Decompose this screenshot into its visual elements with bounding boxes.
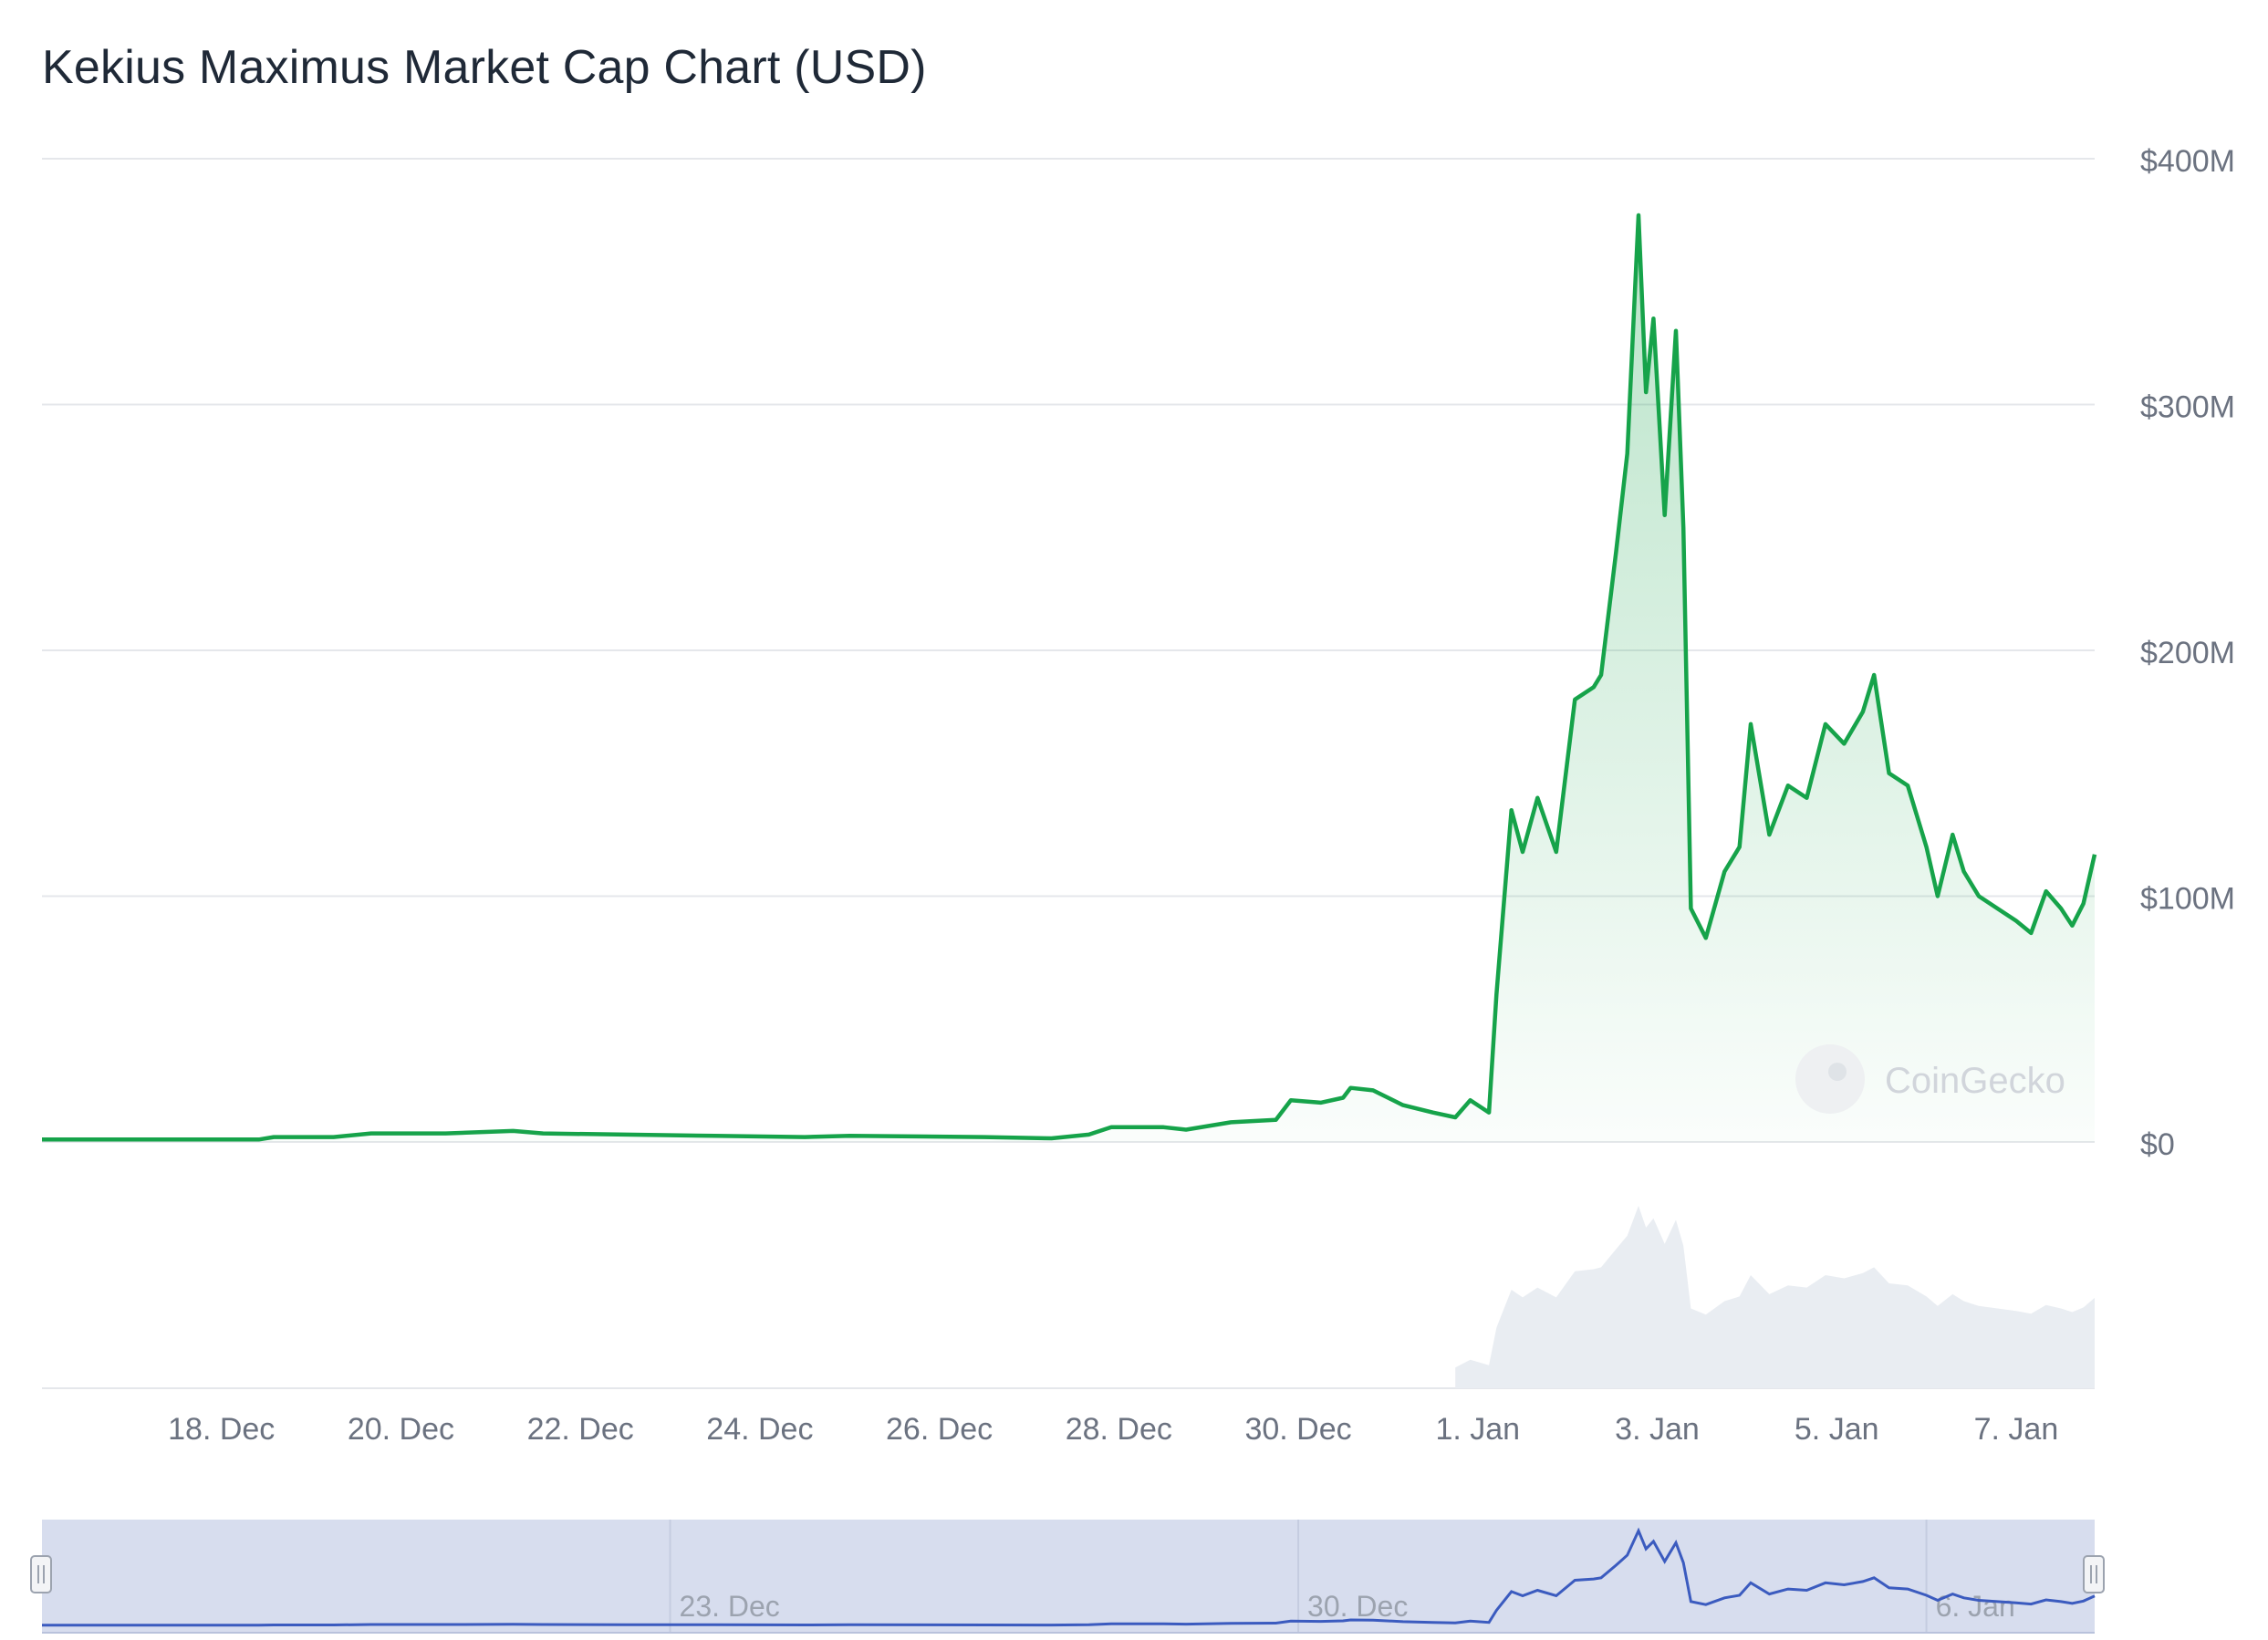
x-tick-label: 22. Dec — [527, 1412, 634, 1447]
y-tick-label: $400M — [2140, 144, 2235, 179]
series-area — [42, 215, 2095, 1142]
navigator-ticks: 23. Dec 30. Dec 6. Jan — [669, 1520, 2015, 1633]
x-tick-label: 5. Jan — [1795, 1412, 1879, 1447]
watermark-text: CoinGecko — [1885, 1061, 2065, 1101]
x-tick-label: 20. Dec — [348, 1412, 454, 1447]
volume-area — [1455, 1206, 2095, 1388]
chart-title: Kekius Maximus Market Cap Chart (USD) — [42, 41, 927, 94]
grid-lines — [42, 158, 2095, 1389]
x-tick-label: 7. Jan — [1974, 1412, 2059, 1447]
y-tick-label: $300M — [2140, 390, 2235, 425]
x-tick-label: 28. Dec — [1066, 1412, 1172, 1447]
navigator-line — [42, 1527, 2096, 1627]
x-tick-label: 18. Dec — [168, 1412, 275, 1447]
navigator[interactable]: 23. Dec 30. Dec 6. Jan — [30, 1520, 2105, 1634]
y-tick-label: $200M — [2140, 636, 2235, 670]
y-axis-labels: $0 $100M $200M $300M $400M — [2140, 144, 2235, 1162]
market-cap-area — [42, 215, 2095, 1142]
coingecko-watermark: CoinGecko — [1795, 1044, 2065, 1114]
navigator-tick-label: 23. Dec — [680, 1590, 780, 1623]
x-tick-label: 30. Dec — [1244, 1412, 1351, 1447]
navigator-tick-label: 30. Dec — [1307, 1590, 1408, 1623]
y-tick-label: $0 — [2140, 1127, 2175, 1162]
x-axis-labels: 18. Dec 20. Dec 22. Dec 24. Dec 26. Dec 28. D… — [168, 1412, 2058, 1447]
navigator-left-handle[interactable] — [30, 1555, 52, 1593]
navigator-background[interactable] — [42, 1520, 2095, 1633]
x-tick-label: 3. Jan — [1615, 1412, 1700, 1447]
volume-silhouette — [1455, 1206, 2095, 1388]
x-tick-label: 24. Dec — [706, 1412, 813, 1447]
x-tick-label: 26. Dec — [886, 1412, 993, 1447]
navigator-right-handle[interactable] — [2083, 1555, 2105, 1593]
y-tick-label: $100M — [2140, 882, 2235, 917]
coingecko-logo-icon — [1795, 1044, 1865, 1114]
coingecko-logo-eye-icon — [1828, 1063, 1847, 1081]
series-line — [42, 213, 2097, 1142]
x-tick-label: 1. Jan — [1435, 1412, 1520, 1447]
market-cap-line — [42, 213, 2097, 1142]
navigator-series-line — [42, 1527, 2096, 1627]
